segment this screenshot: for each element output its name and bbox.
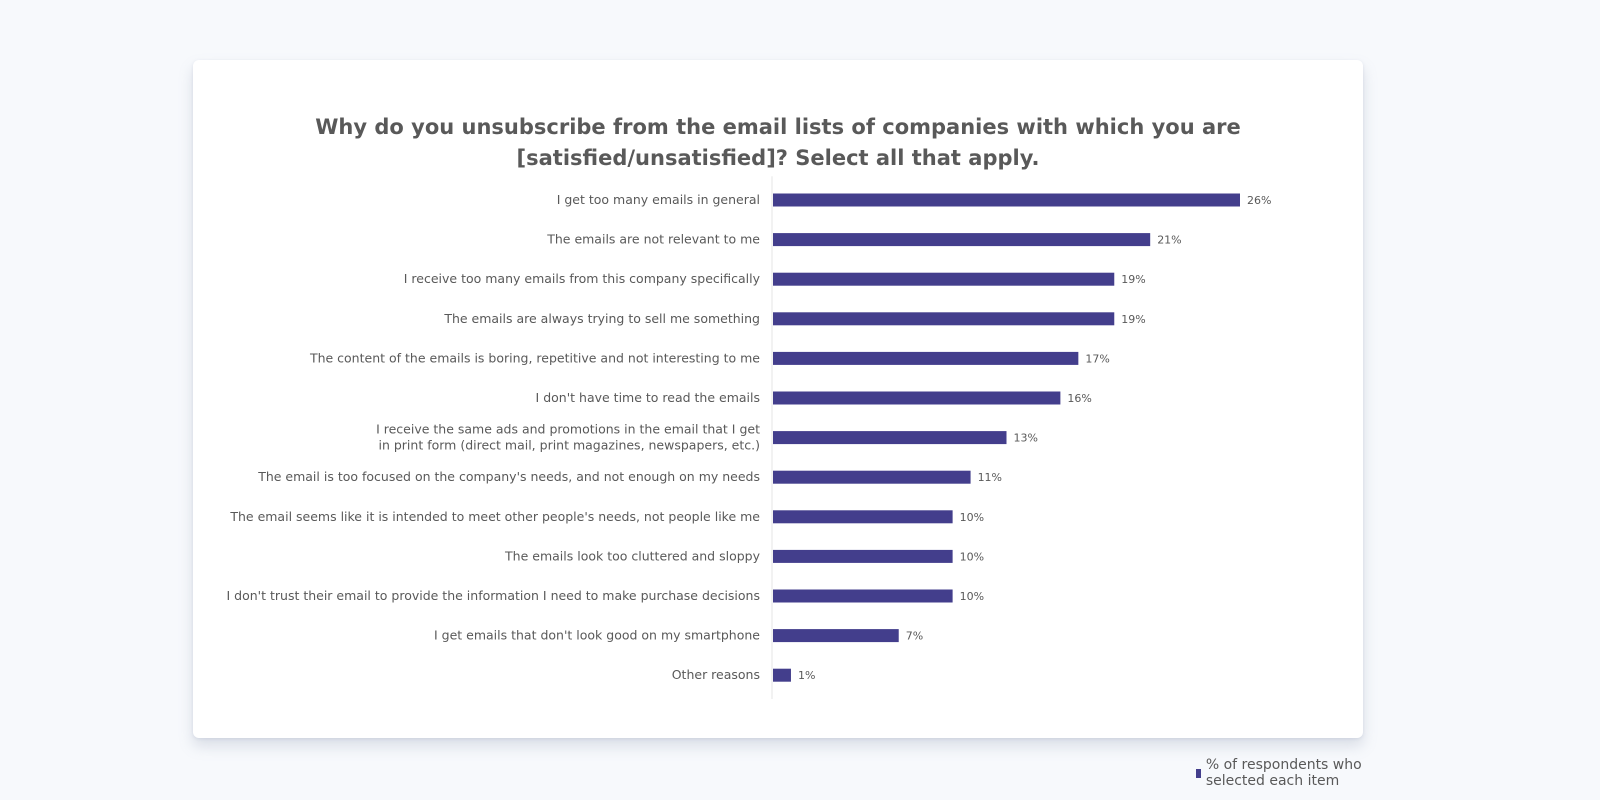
- category-label: Other reasons: [672, 667, 760, 682]
- bar-chart: 26% I get too many emails in general 21% Th…: [227, 176, 1272, 699]
- bar: [773, 668, 791, 682]
- chart-title-line-2: [satisfied/unsatisfied]? Select all that…: [516, 146, 1040, 170]
- bar-value-label: 10%: [960, 590, 984, 603]
- bar-value-label: 17%: [1085, 352, 1109, 365]
- bar-value-label: 19%: [1121, 313, 1145, 326]
- bar: [773, 233, 1151, 247]
- category-label: I get too many emails in general: [557, 192, 760, 207]
- bar: [773, 193, 1240, 207]
- bar: [773, 312, 1115, 326]
- legend-label: % of respondents who selected each item: [1205, 757, 1362, 789]
- bar: [773, 431, 1007, 445]
- chart-legend: % of respondents who selected each item: [1196, 757, 1363, 789]
- category-label: The emails look too cluttered and sloppy: [504, 548, 761, 563]
- chart-title-line-1: Why do you unsubscribe from the email li…: [315, 115, 1241, 139]
- bar: [773, 629, 899, 643]
- bar-value-label: 21%: [1157, 234, 1181, 247]
- bar-value-label: 7%: [906, 630, 923, 643]
- category-label: The content of the emails is boring, rep…: [309, 350, 760, 365]
- bar-value-label: 19%: [1121, 273, 1145, 286]
- chart-title: Why do you unsubscribe from the email li…: [193, 112, 1363, 174]
- bar-value-label: 1%: [798, 669, 815, 682]
- bar: [773, 470, 971, 484]
- chart-card: Why do you unsubscribe from the email li…: [193, 60, 1363, 789]
- bar: [773, 549, 953, 563]
- bar: [773, 351, 1079, 365]
- bar: [773, 510, 953, 524]
- bar-value-label: 13%: [1014, 432, 1038, 445]
- category-label: The emails are not relevant to me: [546, 232, 760, 247]
- category-label: I don't trust their email to provide the…: [227, 588, 761, 603]
- category-label: The emails are always trying to sell me …: [443, 311, 760, 326]
- category-label: I get emails that don't look good on my …: [434, 628, 760, 643]
- category-label: I don't have time to read the emails: [536, 390, 760, 405]
- bar-value-label: 10%: [960, 550, 984, 563]
- bar-value-label: 26%: [1247, 194, 1271, 207]
- category-label: The email is too focused on the company'…: [257, 469, 760, 484]
- category-label: The email seems like it is intended to m…: [229, 509, 760, 524]
- category-label: in print form (direct mail, print magazi…: [378, 438, 760, 453]
- bar-value-label: 10%: [960, 511, 984, 524]
- bar: [773, 272, 1115, 286]
- bar: [773, 391, 1061, 405]
- bar-value-label: 11%: [978, 471, 1002, 484]
- bar: [773, 589, 953, 603]
- legend-swatch: [1196, 768, 1201, 778]
- category-label: I receive too many emails from this comp…: [404, 271, 761, 286]
- bars-layer: 26% I get too many emails in general 21% Th…: [227, 192, 1272, 682]
- category-label: I receive the same ads and promotions in…: [376, 422, 760, 437]
- bar-value-label: 16%: [1067, 392, 1091, 405]
